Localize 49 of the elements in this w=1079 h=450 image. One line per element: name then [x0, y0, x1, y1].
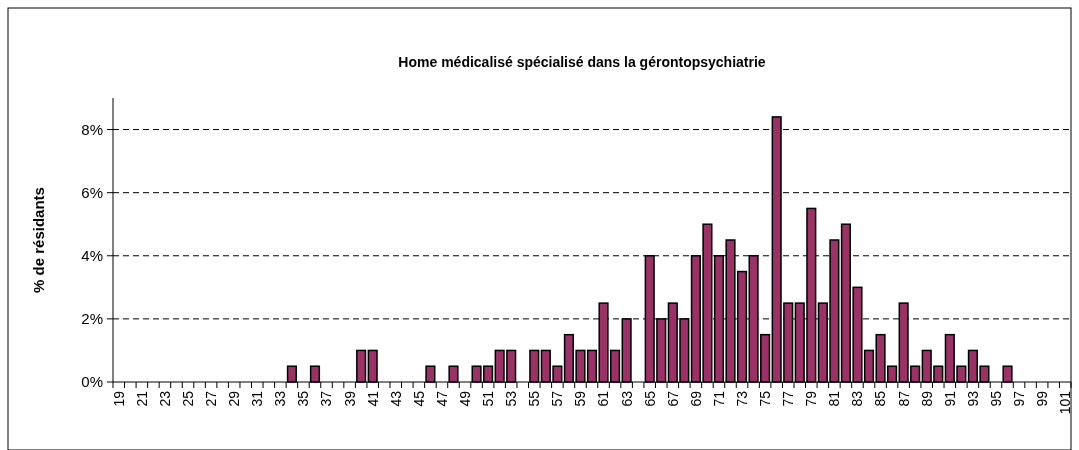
x-tick-label: 81: [826, 390, 843, 407]
x-tick-label: 29: [226, 390, 243, 407]
x-tick-label: 51: [480, 390, 497, 407]
x-tick-label: 85: [872, 390, 889, 407]
x-tick-label: 101: [1057, 390, 1074, 415]
x-tick-label: 67: [664, 390, 681, 407]
x-tick-label: 73: [733, 390, 750, 407]
x-tick-label: 37: [318, 390, 335, 407]
x-tick-label: 55: [526, 390, 543, 407]
x-tick-label: 77: [780, 390, 797, 407]
x-tick-label: 21: [133, 390, 150, 407]
x-tick-label: 45: [410, 390, 427, 407]
x-tick-label: 83: [849, 390, 866, 407]
x-tick-label: 27: [203, 390, 220, 407]
x-tick-label: 65: [641, 390, 658, 407]
y-axis-title: % de résidants: [30, 187, 47, 293]
x-tick-label: 39: [341, 390, 358, 407]
x-tick-label: 99: [1034, 390, 1051, 407]
x-tick-label: 95: [987, 390, 1004, 407]
x-tick-label: 41: [364, 390, 381, 407]
x-tick-label: 97: [1010, 390, 1027, 407]
x-tick-label: 25: [179, 390, 196, 407]
y-tick-label: 4%: [81, 247, 103, 265]
x-tick-label: 91: [941, 390, 958, 407]
x-tick-label: 35: [295, 390, 312, 407]
y-tick-label: 0%: [81, 373, 103, 391]
x-tick-label: 53: [503, 390, 520, 407]
x-tick-label: 61: [595, 390, 612, 407]
chart-title: Home médicalisé spécialisé dans la gérontopsychiatrie: [398, 54, 766, 70]
x-tick-label: 57: [549, 390, 566, 407]
y-tick-label: 2%: [81, 310, 103, 328]
x-tick-label: 33: [272, 390, 289, 407]
y-tick-label: 8%: [81, 120, 103, 138]
x-tick-label: 47: [433, 390, 450, 407]
x-tick-label: 79: [803, 390, 820, 407]
x-tick-label: 19: [110, 390, 127, 407]
x-tick-label: 59: [572, 390, 589, 407]
y-tick-label: 6%: [81, 183, 103, 201]
x-tick-label: 75: [757, 390, 774, 407]
x-tick-label: 31: [249, 390, 266, 407]
x-tick-label: 93: [964, 390, 981, 407]
x-tick-label: 69: [687, 390, 704, 407]
x-tick-label: 63: [618, 390, 635, 407]
x-tick-label: 49: [456, 390, 473, 407]
x-tick-label: 71: [710, 390, 727, 407]
x-tick-label: 23: [156, 390, 173, 407]
x-tick-label: 43: [387, 390, 404, 407]
x-tick-label: 87: [895, 390, 912, 407]
x-tick-label: 89: [918, 390, 935, 407]
